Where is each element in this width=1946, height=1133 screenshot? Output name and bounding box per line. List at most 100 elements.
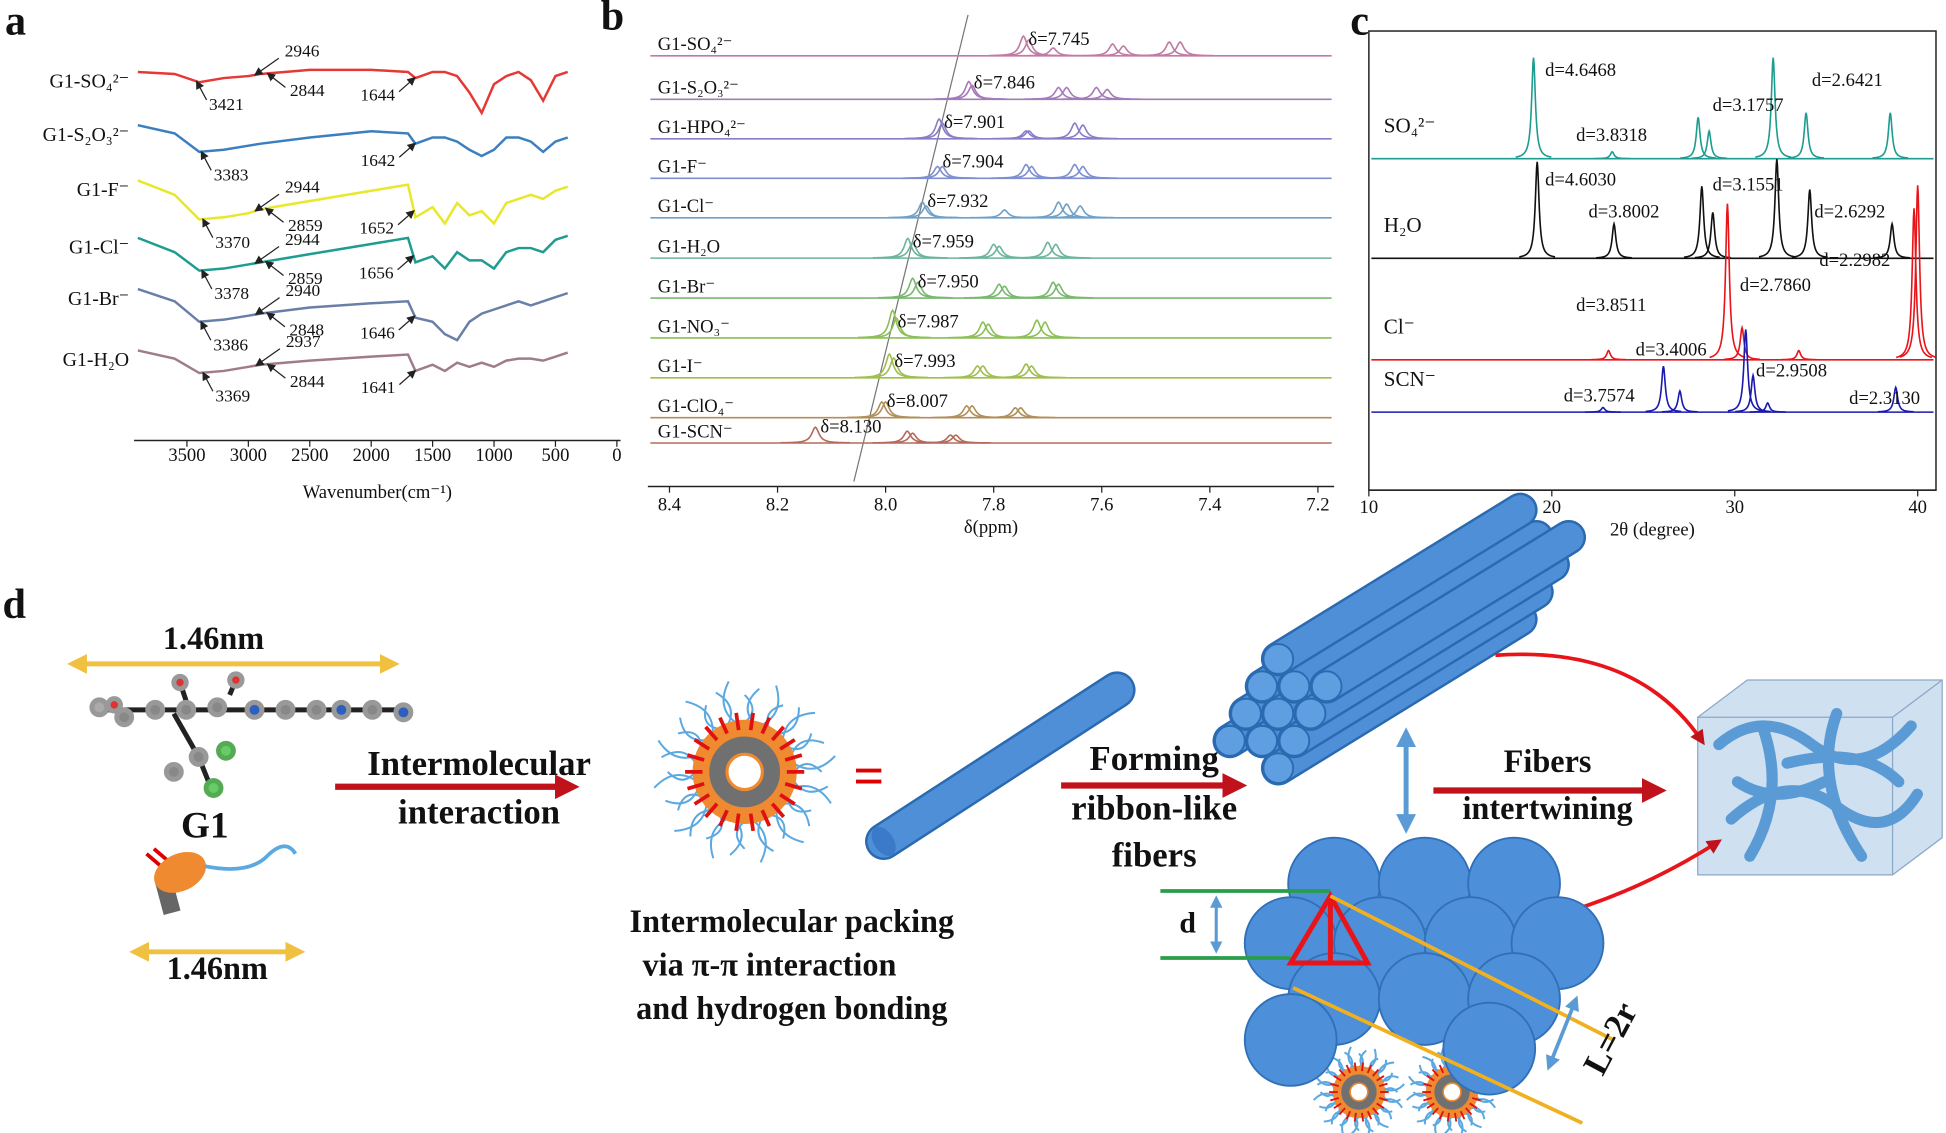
peak-arrow (399, 369, 417, 386)
micelle-spike (1366, 1110, 1373, 1120)
peak-label: d=4.6030 (1545, 169, 1616, 190)
spectrum-peak (1585, 406, 1621, 413)
peak-arrow (264, 207, 284, 223)
caption: and hydrogen bonding (636, 990, 947, 1026)
spectrum-line (137, 349, 569, 375)
micelle-chain (715, 691, 732, 726)
micelle-spike (1361, 1062, 1365, 1072)
micelle-chain (1416, 1107, 1434, 1123)
peak-label: δ=7.959 (913, 231, 974, 252)
width-label: L=2r (1575, 996, 1645, 1081)
x-tick-label: 1500 (414, 445, 451, 466)
spectrum-peak (921, 434, 991, 444)
micelle-spike (1465, 1107, 1473, 1116)
x-tick-label: 8.0 (874, 495, 897, 516)
peak-arrow (397, 209, 415, 226)
spectrum-peak (994, 38, 1064, 57)
micelle-spike (1333, 1102, 1342, 1109)
x-tick-label: 7.6 (1090, 495, 1113, 516)
series-name: G1-SO₄²⁻ (50, 71, 130, 93)
micelle-spike (1431, 1068, 1439, 1077)
series-name: G1-SCN⁻ (658, 421, 733, 442)
fiber-section (1442, 1001, 1537, 1096)
step-label: intertwining (1462, 790, 1632, 826)
spectrum-peak (991, 362, 1061, 379)
x-tick-label: 8.4 (658, 495, 682, 516)
spectrum-peak (1018, 47, 1088, 57)
peak-arrow (266, 363, 286, 379)
micelle-spike (704, 725, 719, 742)
micelle-spike (784, 753, 803, 762)
micelle-chain (653, 773, 697, 789)
series-name: G1-Cl⁻ (658, 196, 714, 217)
peak-arrow (266, 312, 286, 328)
series-name: G1-F⁻ (77, 179, 129, 201)
x-tick-label: 8.2 (766, 495, 789, 516)
length-label: 1.46nm (163, 620, 264, 656)
spectrum-peak (1694, 212, 1731, 259)
spectrum-peak (1877, 385, 1914, 413)
spectrum-line (137, 287, 569, 342)
spectrum-peak (877, 241, 948, 259)
peak-label: 2848 (289, 320, 324, 339)
micelle-spike (1330, 1097, 1339, 1102)
peak-label: 1646 (360, 324, 395, 343)
micelle-ring (1341, 1074, 1377, 1110)
molecule (89, 671, 414, 798)
micelle-chain (1432, 1113, 1442, 1127)
peak-label: d=2.6292 (1814, 202, 1885, 223)
micelle-spike (1353, 1062, 1357, 1072)
spectrum-peak (1680, 117, 1717, 159)
panel-label: d (3, 581, 26, 628)
micelle-chain (775, 809, 804, 844)
peak-arrow (266, 72, 286, 88)
spectrum-peak (1023, 283, 1094, 299)
caption: Intermolecular packing (630, 903, 955, 939)
micelle-spike (1372, 1107, 1380, 1116)
peak-label: 1644 (360, 85, 395, 104)
micelle-chain (665, 788, 699, 805)
fiber-end (1278, 670, 1311, 703)
fiber-section (1243, 993, 1338, 1087)
peak-arrow (254, 193, 280, 212)
spectrum-peak (1749, 401, 1786, 413)
spectrum-peak (1791, 189, 1828, 259)
micelle-chain (1382, 1095, 1401, 1103)
micelle-spike (779, 793, 796, 806)
micelle-spike (1378, 1082, 1388, 1087)
micelle-spike (1446, 1112, 1450, 1122)
spectrum-line (137, 124, 569, 158)
peak-label: 3421 (209, 95, 244, 114)
spectrum-peak (1872, 112, 1909, 159)
spectrum-peak (1018, 281, 1088, 299)
micelle-spike (1330, 1082, 1339, 1087)
x-tick-label: 20 (1543, 497, 1562, 518)
arrow (1495, 652, 1705, 746)
panel-label: c (1350, 0, 1369, 45)
x-tick-label: 7.2 (1306, 495, 1329, 516)
peak-arrow (200, 320, 212, 341)
step-label: interaction (398, 792, 560, 831)
spectrum-peak (1709, 203, 1746, 359)
peak-arrow (397, 255, 415, 271)
micelle-spike (693, 738, 711, 751)
peak-label: 2937 (286, 332, 321, 351)
peak-label: d=3.4006 (1636, 339, 1707, 360)
micelle-spike (1366, 1064, 1373, 1074)
micelle-chain (1418, 1064, 1434, 1078)
series-name: G1-ClO₄⁻ (658, 396, 734, 417)
spectrum-peak (996, 365, 1067, 379)
series-name: G1-HPO₄²⁻ (658, 117, 746, 138)
peak-arrow (253, 57, 280, 76)
micelle-chain (782, 802, 811, 827)
micelle-chain (752, 819, 767, 863)
peak-label: d=4.6468 (1545, 60, 1616, 81)
caption: via π-π interaction (643, 946, 897, 982)
peak-label: 2940 (286, 281, 321, 300)
peak-label: 1656 (359, 263, 394, 282)
rod (865, 671, 1136, 860)
fiber (1263, 495, 1536, 674)
micelle-chain (1470, 1106, 1486, 1120)
peak-label: d=2.9508 (1756, 361, 1827, 382)
